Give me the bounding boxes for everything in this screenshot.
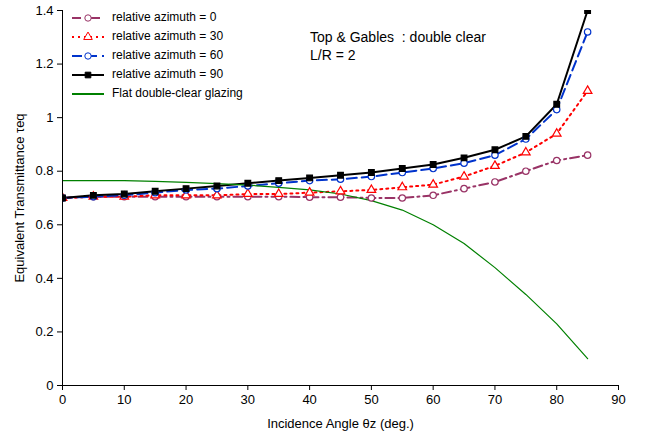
svg-text:50: 50	[364, 392, 378, 407]
svg-text:30: 30	[241, 392, 255, 407]
svg-text:0: 0	[46, 378, 53, 393]
svg-text:90: 90	[611, 392, 625, 407]
html-text:relative azimuth = 90: relative azimuth = 90	[112, 67, 224, 81]
html-text:relative azimuth = 30: relative azimuth = 30	[112, 29, 224, 43]
svg-text:40: 40	[302, 392, 316, 407]
svg-text:60: 60	[426, 392, 440, 407]
html-text:Flat double-clear glazing: Flat double-clear glazing	[112, 86, 243, 100]
svg-text:20: 20	[179, 392, 193, 407]
svg-text:1: 1	[46, 110, 53, 125]
svg-text:0.2: 0.2	[35, 324, 53, 339]
svg-text:10: 10	[117, 392, 131, 407]
svg-text:1.2: 1.2	[35, 56, 53, 71]
svg-text:Equivalent Transmittance τeq: Equivalent Transmittance τeq	[12, 113, 27, 282]
svg-text:0.6: 0.6	[35, 217, 53, 232]
svg-text:0.4: 0.4	[35, 271, 53, 286]
html-text:relative azimuth = 60: relative azimuth = 60	[112, 48, 224, 62]
svg-text:0.8: 0.8	[35, 163, 53, 178]
svg-text:0: 0	[59, 392, 66, 407]
svg-text:80: 80	[549, 392, 563, 407]
svg-text:1.4: 1.4	[35, 3, 53, 18]
svg-text:70: 70	[488, 392, 502, 407]
svg-text:Incidence Angle θz (deg.): Incidence Angle θz (deg.)	[267, 416, 414, 431]
html-text:relative azimuth = 0: relative azimuth = 0	[112, 10, 217, 24]
html-text:Top & Gables : double clear L/: Top & Gables : double clear L/R = 2	[310, 29, 486, 63]
